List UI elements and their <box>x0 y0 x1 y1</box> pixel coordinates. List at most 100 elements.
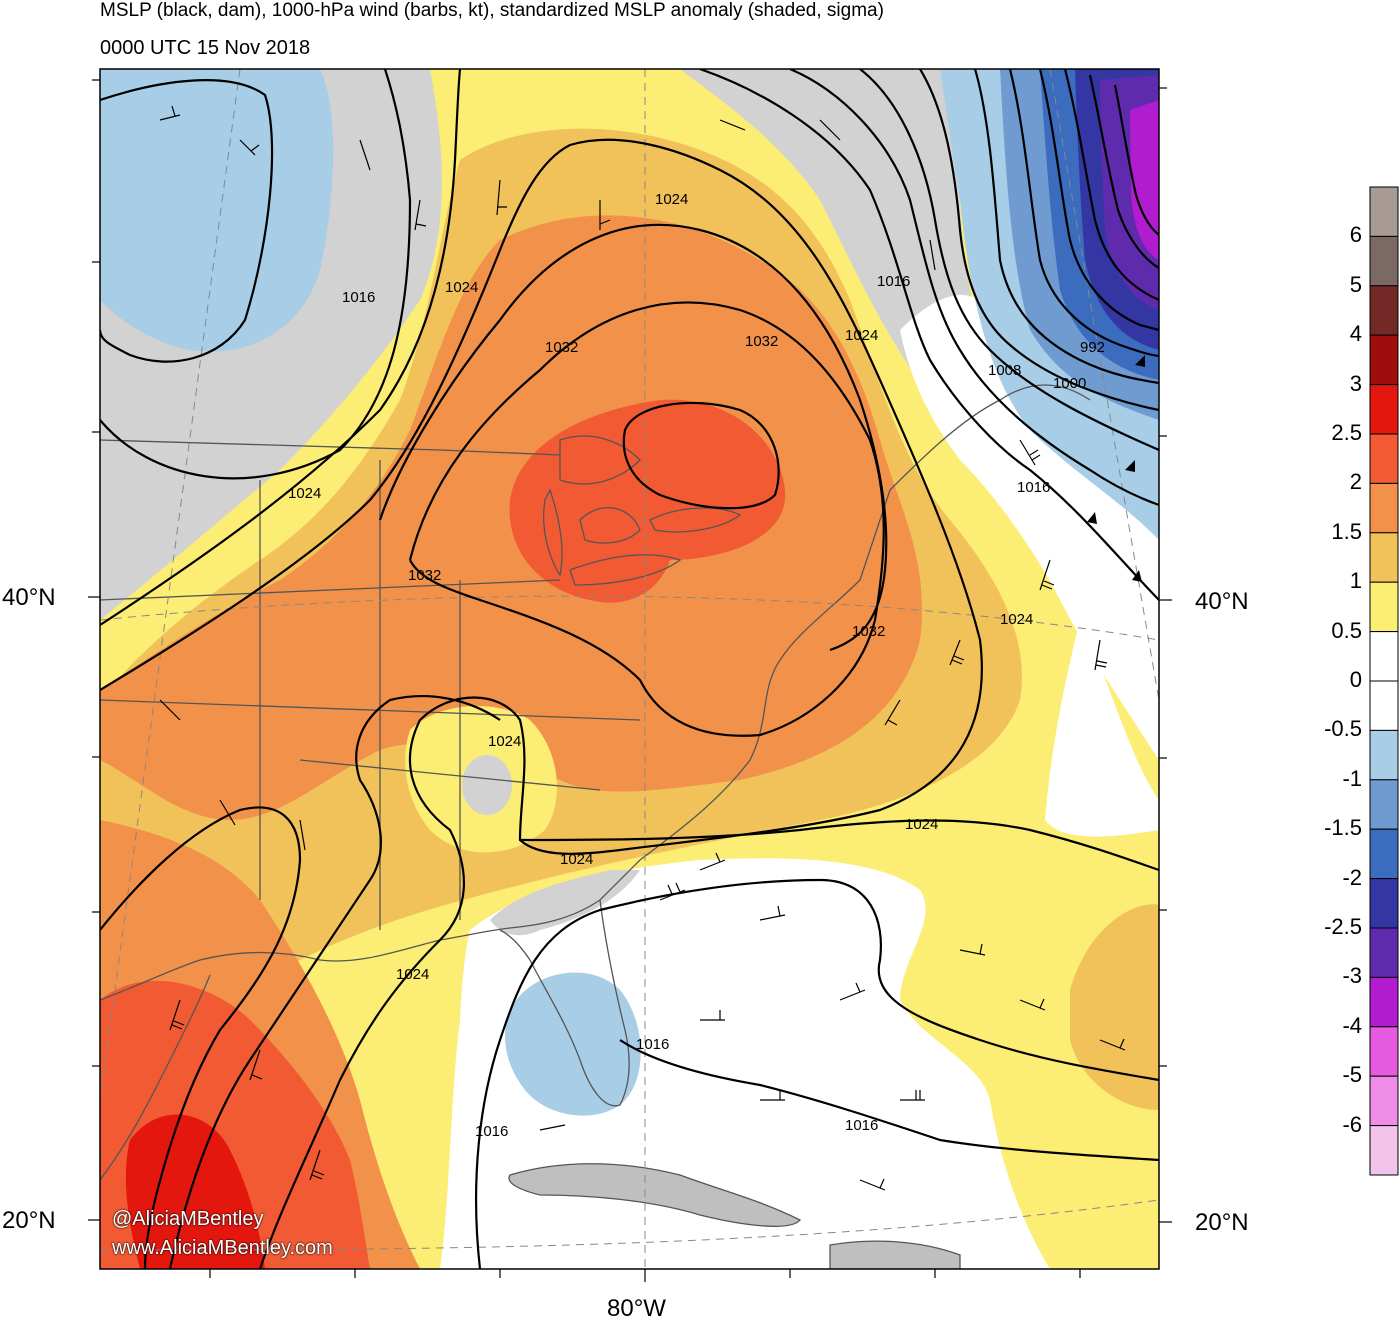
wind-pennants <box>1087 355 1145 582</box>
credit-handle: @AliciaMBentley <box>112 1208 264 1230</box>
colorbar-swatch <box>1369 680 1399 731</box>
wind-barb <box>496 179 507 216</box>
anomaly-shade-zero-ne <box>900 295 1159 760</box>
wind-barb <box>249 1049 263 1081</box>
coastlines-borders <box>100 384 1091 1269</box>
contour-label-group: 1024 1016 1024 1024 1032 1032 1024 1016 … <box>288 191 1105 1140</box>
state-border-4 <box>100 699 641 721</box>
wind-barb <box>239 139 260 156</box>
contour-1024-main <box>100 138 983 1269</box>
colorbar-label: -5 <box>1342 1062 1362 1088</box>
contour-label: 1016 <box>636 1036 669 1053</box>
anomaly-shade-zero-offshore <box>1045 620 1159 837</box>
anomaly-shade-near-zero-small <box>462 755 512 815</box>
contour-1020-nw <box>100 69 412 480</box>
colorbar-label: 6 <box>1349 222 1362 248</box>
lon-label-80w: 80°W <box>607 1295 666 1322</box>
wind-barb <box>929 239 936 271</box>
wind-barb <box>159 105 181 121</box>
colorbar-swatch <box>1369 1075 1399 1127</box>
wind-barb <box>1039 559 1055 591</box>
wind-barb <box>599 200 611 230</box>
contour-1028 <box>378 223 888 652</box>
lat-lon-grid <box>100 69 1159 1269</box>
colorbar-swatch <box>1369 334 1399 386</box>
contour-label: 1024 <box>445 279 478 296</box>
wind-barb <box>219 799 236 826</box>
colorbar-label: 2.5 <box>1331 420 1362 445</box>
contour-1008-ne <box>919 69 1159 412</box>
colorbar-swatch <box>1369 779 1399 830</box>
colorbar-label: -2 <box>1342 864 1362 890</box>
wind-pennant <box>1135 355 1145 367</box>
wind-barb <box>949 639 965 666</box>
anomaly-shade-2-great-lakes <box>509 399 786 603</box>
contour-1024-west <box>100 69 462 626</box>
colorbar-label: 3 <box>1349 370 1362 396</box>
colorbar-label: 0 <box>1349 667 1362 692</box>
gridline-20n <box>100 1199 1159 1251</box>
contour-label: 1032 <box>408 567 441 584</box>
colorbar-swatch <box>1369 186 1399 237</box>
us-canada-border <box>100 439 561 456</box>
wind-barb <box>900 1090 925 1101</box>
colorbar-swatch <box>1369 235 1399 287</box>
colorbar <box>1369 186 1399 1176</box>
colorbar-swatch <box>1369 729 1399 781</box>
contour-label: 1032 <box>545 339 578 356</box>
contour-1004-ne <box>973 69 1159 385</box>
contour-label: 1024 <box>905 816 938 833</box>
colorbar-swatch <box>1369 1125 1399 1176</box>
contour-label: 1016 <box>845 1117 878 1134</box>
lake-superior <box>559 435 641 485</box>
contour-992-ne <box>1063 69 1159 302</box>
credit-url: www.AliciaMBentley.com <box>112 1237 333 1259</box>
contour-label: 992 <box>1080 339 1105 356</box>
colorbar-label: 4 <box>1349 321 1362 347</box>
wind-barb <box>169 999 185 1031</box>
contour-1012-ne <box>859 69 1159 452</box>
wind-barb <box>859 1178 886 1191</box>
contour-label: 1024 <box>288 485 321 502</box>
contour-1020-caribbean <box>474 878 1159 1269</box>
contour-1000-ne <box>1008 69 1159 358</box>
colorbar-label: 2 <box>1349 469 1362 495</box>
state-border-3 <box>100 579 561 601</box>
anomaly-shade-2-5-sw <box>125 1114 265 1269</box>
lat-label-40n-right: 40°N <box>1195 588 1249 615</box>
colorbar-swatch <box>1369 1026 1399 1077</box>
wind-barb <box>539 1124 566 1131</box>
lake-michigan <box>543 488 563 577</box>
colorbar-label: 5 <box>1349 271 1362 297</box>
contour-label: 1008 <box>988 362 1021 379</box>
wind-barb <box>760 1090 785 1101</box>
contour-1016-ne <box>789 69 1159 507</box>
lat-label-40n-left: 40°N <box>2 584 56 611</box>
colorbar-swatch <box>1369 878 1399 929</box>
colorbar-swatch <box>1369 976 1399 1028</box>
wind-barb <box>359 139 371 171</box>
contour-1020-ne <box>699 69 1159 601</box>
contour-label: 1024 <box>845 327 878 344</box>
colorbar-label: -3 <box>1342 963 1362 989</box>
wind-barb <box>1094 639 1108 671</box>
anomaly-shade-1-offshore <box>1070 904 1159 1110</box>
colorbar-swatch <box>1369 384 1399 435</box>
wind-barb <box>299 819 306 851</box>
colorbar-label: 0.5 <box>1331 617 1362 643</box>
wind-barb <box>819 119 841 141</box>
contour-label: 1024 <box>488 733 521 750</box>
contour-1016-nw <box>100 79 274 363</box>
contour-label: 1000 <box>1053 375 1086 392</box>
lake-ontario <box>649 507 742 533</box>
wind-barb <box>699 852 726 871</box>
lat-label-20n-right: 20°N <box>1195 1209 1249 1236</box>
wind-barb <box>884 699 901 726</box>
wind-barb <box>700 1010 725 1021</box>
contour-988-ne <box>1088 74 1159 269</box>
contour-label: 1016 <box>475 1123 508 1140</box>
contour-1020-sw <box>168 694 501 1269</box>
gridline-40n <box>100 595 1159 641</box>
wind-barb <box>839 982 866 1001</box>
florida-coastline <box>499 899 630 1107</box>
